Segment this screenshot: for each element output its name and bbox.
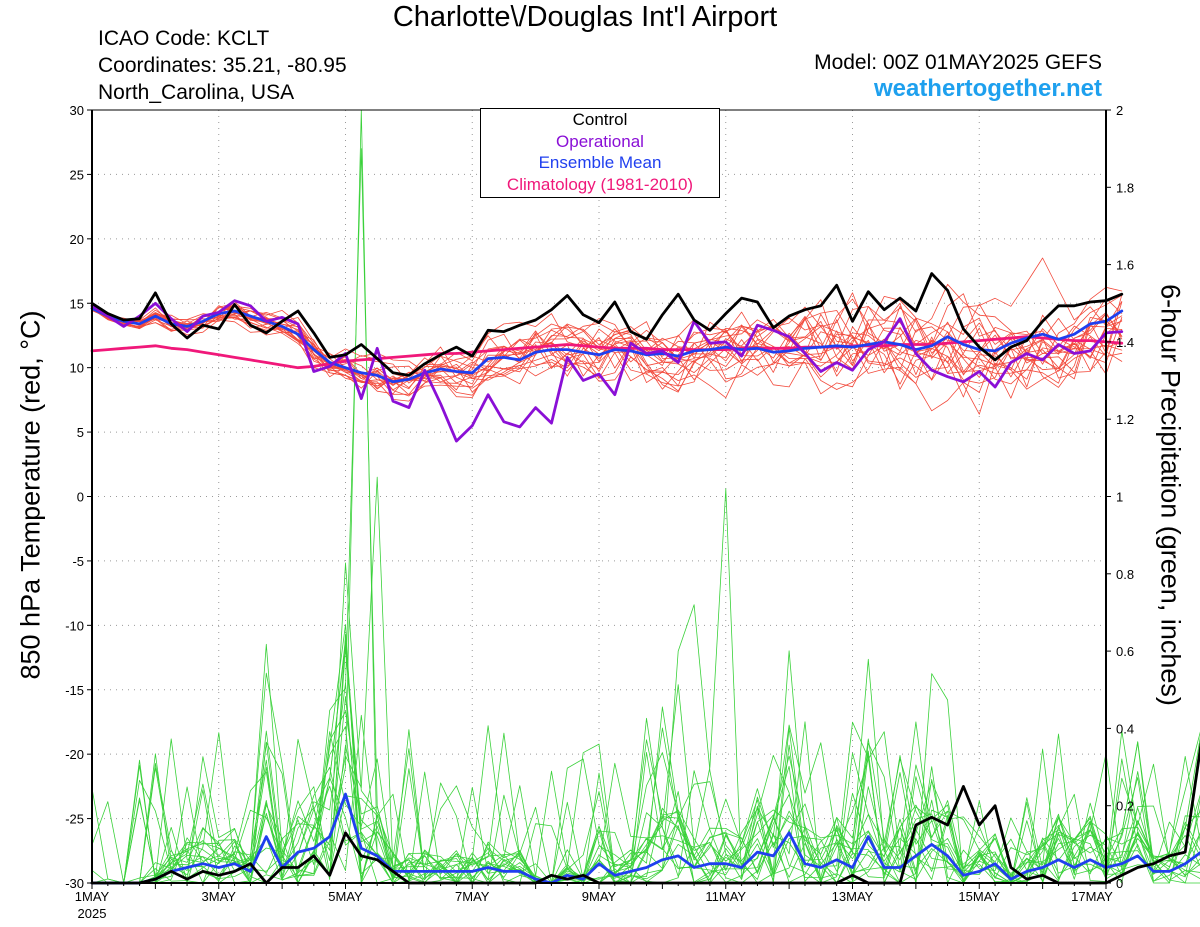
precip-member-line: [91, 109, 1200, 884]
precip-member-line: [91, 696, 1200, 884]
y2-tick-label: 0.6: [1116, 644, 1134, 659]
temp-member-line: [91, 286, 1123, 387]
y2-tick-label: 0.2: [1116, 799, 1134, 814]
y2-tick-label: 0.8: [1116, 567, 1134, 582]
precip-member-line: [91, 740, 1200, 884]
y2-tick-label: 1.6: [1116, 258, 1134, 273]
precip-member-line: [91, 148, 1200, 884]
precip-member-line: [91, 672, 1200, 884]
precip-member-line: [91, 729, 1200, 884]
y-axis-label-right: 6-hour Precipitation (green, inches): [1155, 284, 1186, 706]
precip-member-line: [91, 476, 1200, 884]
plot-axes: [91, 109, 1107, 884]
plot-frame: [91, 109, 1107, 884]
precip-member-line: [91, 682, 1200, 884]
x-tick-label: 7MAY: [455, 889, 490, 904]
temp-member-line: [91, 283, 1123, 396]
y-tick-label: 5: [77, 425, 84, 440]
legend-control: Control: [572, 110, 628, 129]
x-tick-label: 9MAY: [582, 889, 617, 904]
temp-member-line: [91, 297, 1123, 395]
y2-tick-label: 0.4: [1116, 721, 1134, 736]
climatology-temp-line: [90, 335, 1124, 370]
x-tick-label: 15MAY: [958, 889, 1000, 904]
y-tick-label: 30: [70, 103, 84, 118]
icao-code: ICAO Code: KCLT: [98, 27, 270, 50]
y2-tick-label: 1: [1116, 490, 1123, 505]
temp-member-line: [91, 302, 1123, 384]
x-tick-label: 3MAY: [202, 889, 237, 904]
operational-temp-line: [90, 299, 1124, 443]
y-tick-label: 25: [70, 167, 84, 182]
x-tick-label: 5MAY: [328, 889, 363, 904]
temp-member-line: [91, 301, 1123, 395]
chart-legend: Control Operational Ensemble Mean Climat…: [480, 108, 720, 198]
x-tick-sublabel: 2025: [78, 906, 107, 921]
y-axis-label-left: 850 hPa Temperature (red, °C): [15, 310, 46, 680]
grid-lines: [92, 110, 1106, 883]
x-tick-label: 17MAY: [1071, 889, 1113, 904]
precip-member-line: [91, 562, 1200, 884]
legend-climatology: Climatology (1981-2010): [506, 174, 694, 194]
temp-ensemble-members: [91, 257, 1123, 415]
y-tick-label: -20: [65, 747, 84, 762]
temp-member-line: [91, 305, 1123, 390]
model-run-label: Model: 00Z 01MAY2025 GEFS: [814, 51, 1102, 74]
y2-tick-label: 1.2: [1116, 412, 1134, 427]
station-coordinates: Coordinates: 35.21, -80.95: [98, 54, 347, 77]
tick-labels: -30-25-20-15-10-505101520253000.20.40.60…: [65, 103, 1134, 921]
y-tick-label: -25: [65, 812, 84, 827]
y-tick-label: -15: [65, 683, 84, 698]
temp-member-line: [91, 308, 1123, 395]
x-tick-label: 13MAY: [832, 889, 874, 904]
legend-operational: Operational: [556, 131, 644, 151]
x-tick-label: 11MAY: [705, 889, 746, 904]
precip-member-line: [91, 748, 1200, 884]
site-link[interactable]: weathertogether.net: [873, 75, 1102, 102]
y-tick-label: 20: [70, 232, 84, 247]
precip-member-line: [91, 639, 1200, 884]
x-tick-label: 1MAY: [75, 889, 110, 904]
control-temp-line: [90, 272, 1124, 377]
station-region: North_Carolina, USA: [98, 81, 295, 104]
precip-ensemble-members: [91, 109, 1200, 884]
y2-tick-label: 0: [1116, 876, 1123, 891]
y2-tick-label: 2: [1116, 103, 1123, 118]
legend-ensemble-mean: Ensemble Mean: [538, 153, 662, 172]
ensemble-mean-precip-line: [90, 792, 1200, 885]
y-tick-label: 10: [70, 361, 84, 376]
y2-tick-label: 1.4: [1116, 335, 1134, 350]
y-tick-label: 15: [70, 296, 84, 311]
main-series: [90, 272, 1200, 885]
y-tick-label: 0: [77, 490, 84, 505]
y2-tick-label: 1.8: [1116, 180, 1134, 195]
y-tick-label: -30: [65, 876, 84, 891]
y-tick-label: -5: [72, 554, 84, 569]
chart-title: Charlotte\/Douglas Int'l Airport: [392, 1, 778, 33]
precip-member-line: [91, 633, 1200, 884]
y-tick-label: -10: [65, 618, 84, 633]
